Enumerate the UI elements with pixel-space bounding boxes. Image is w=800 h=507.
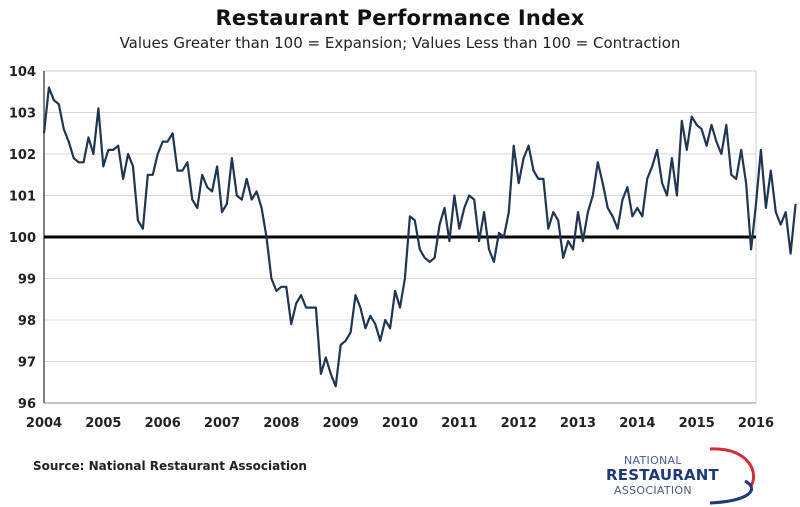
x-tick-label: 2006 [145,416,181,431]
x-tick-label: 2015 [679,416,715,431]
chart-title: Restaurant Performance Index [215,6,585,30]
logo-line-restaurant: RESTAURANT [606,466,719,484]
logo-line-national: NATIONAL [624,454,682,467]
x-tick-label: 2004 [26,416,62,431]
y-tick-label: 96 [18,397,36,412]
x-tick-label: 2008 [263,416,299,431]
logo-line-association: ASSOCIATION [614,484,692,497]
y-tick-label: 103 [9,107,36,122]
logo-swoosh-icon [709,447,756,505]
x-tick-label: 2007 [204,416,240,431]
x-tick-label: 2016 [738,416,774,431]
y-tick-label: 98 [18,314,36,329]
y-tick-label: 99 [18,273,36,288]
chart-subtitle: Values Greater than 100 = Expansion; Val… [119,34,681,52]
x-tick-label: 2013 [560,416,596,431]
series-group [42,86,797,388]
y-tick-label: 101 [9,190,36,205]
y-tick-label: 104 [9,65,36,80]
x-tick-label: 2009 [323,416,359,431]
x-tick-label: 2011 [441,416,477,431]
y-tick-label: 97 [18,356,36,371]
series-line-0 [42,86,797,388]
x-tick-label: 2005 [85,416,121,431]
nra-logo: NATIONAL RESTAURANT ASSOCIATION [600,445,775,505]
x-axis-ticks: 2004 2005 2006 2007 2008 2009 2010 2011 2012 2013… [26,416,774,431]
x-tick-label: 2010 [382,416,418,431]
x-tick-label: 2012 [501,416,537,431]
y-tick-label: 100 [9,231,36,246]
x-tick-label: 2014 [619,416,655,431]
y-tick-label: 102 [9,148,36,163]
y-axis-ticks: 96 97 98 99 100 101 102 103 104 [9,65,36,412]
source-note: Source: National Restaurant Association [33,459,307,473]
